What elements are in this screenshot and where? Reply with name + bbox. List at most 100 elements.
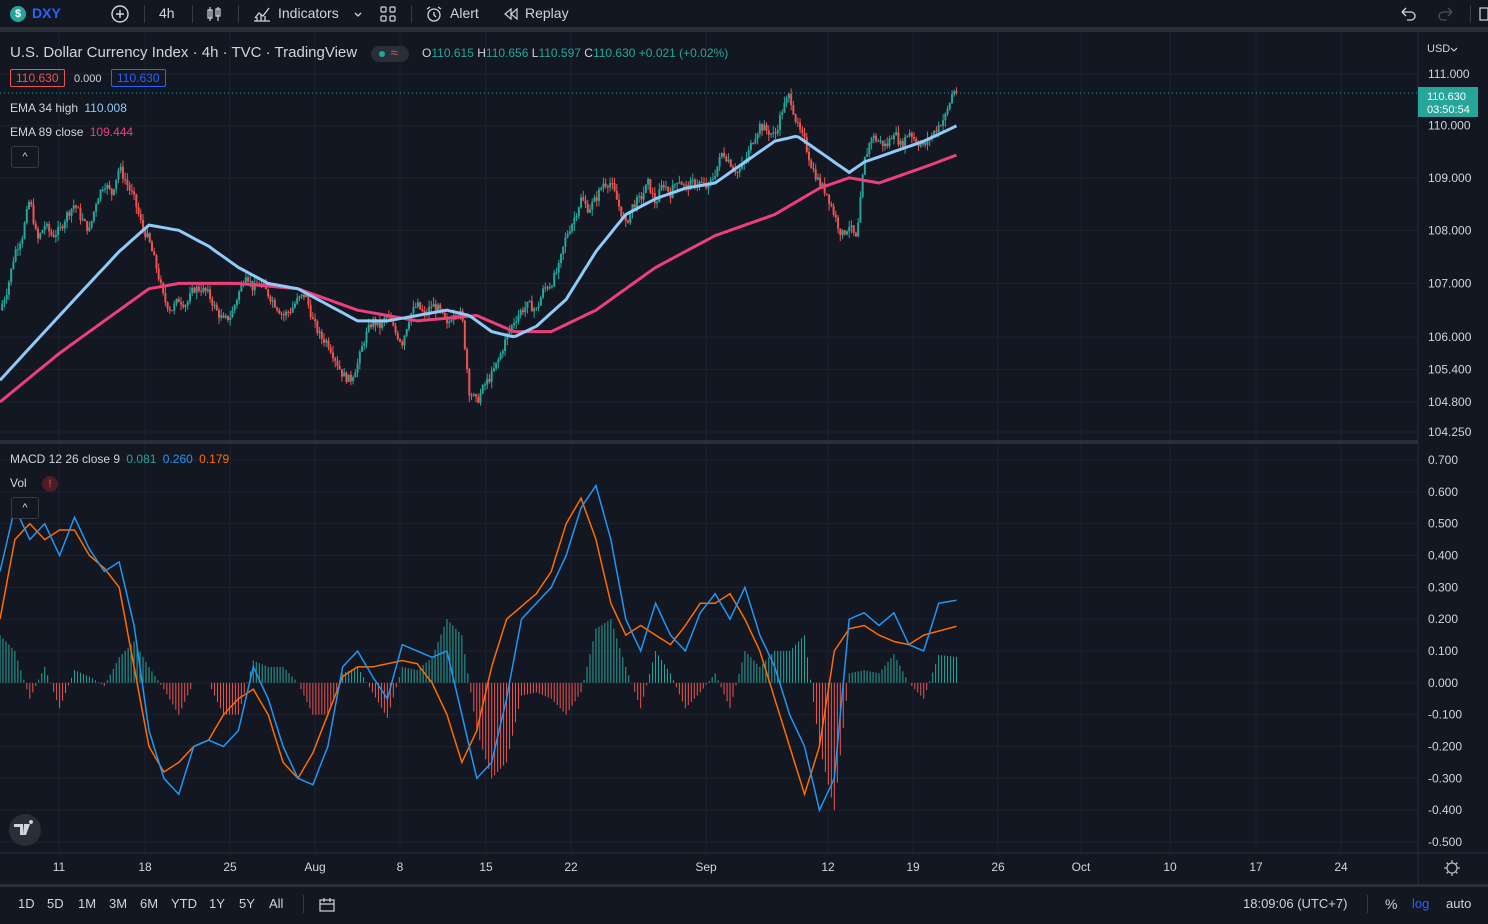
candle-body [877, 140, 880, 142]
candle-body [282, 314, 285, 316]
date-range-button[interactable] [318, 887, 336, 921]
candle-body [921, 143, 924, 145]
candle-body [508, 330, 511, 334]
candle-body [12, 261, 15, 269]
range-button-3m[interactable]: 3M [109, 896, 128, 911]
settings-gear-icon[interactable] [1444, 860, 1460, 876]
macd-axis[interactable]: 0.700 0.600 0.500 0.400 0.300 0.200 0.100 0.000… [1428, 453, 1462, 849]
chart-type-button[interactable] [204, 0, 224, 27]
ema34-legend[interactable]: EMA 34 high 110.008 [10, 101, 127, 115]
ema89-legend[interactable]: EMA 89 close 109.444 [10, 125, 133, 139]
candle-body [644, 184, 647, 194]
replay-label: Replay [525, 5, 569, 21]
market-status-pill[interactable]: ≈ [370, 44, 409, 62]
signal-value: 0.179 [199, 452, 230, 466]
candle-body [852, 225, 855, 233]
price-axis[interactable]: 111.000 110.000 109.000 108.000 107.000 106.0… [1428, 67, 1472, 439]
candle-body [173, 303, 176, 311]
range-button-1d[interactable]: 1D [18, 896, 35, 911]
price-tick-label: 104.250 [1428, 425, 1472, 439]
auto-scale-toggle[interactable]: auto [1446, 896, 1472, 911]
range-button-6m[interactable]: 6M [140, 896, 159, 911]
candle-body [177, 299, 180, 302]
percent-scale-toggle[interactable]: % [1385, 896, 1398, 912]
warning-icon[interactable]: ! [42, 476, 59, 492]
candle-body [70, 208, 73, 216]
fullscreen-button[interactable] [1478, 0, 1488, 27]
candle-body [61, 226, 64, 229]
compare-symbol-button[interactable] [110, 0, 130, 27]
chart-title[interactable]: U.S. Dollar Currency Index · 4h · TVC · … [10, 44, 358, 61]
candle-body [517, 315, 520, 322]
replay-button[interactable]: Replay [503, 0, 569, 27]
candle-body [854, 232, 857, 237]
collapse-legend-button[interactable]: ^ [11, 146, 39, 168]
log-scale-toggle[interactable]: log [1412, 896, 1430, 911]
candle-body [588, 209, 591, 213]
candle-body [182, 304, 185, 307]
chevron-down-icon[interactable] [1450, 47, 1458, 52]
candle-body [358, 351, 361, 364]
alert-button[interactable]: Alert [424, 0, 479, 27]
range-button-ytd[interactable]: YTD [171, 896, 197, 911]
candle-body [495, 362, 498, 369]
candle-body [392, 321, 395, 326]
candle-body [917, 143, 920, 147]
candle-body [271, 300, 274, 302]
currency-selector[interactable]: USD [1427, 43, 1450, 55]
redo-button[interactable] [1436, 0, 1456, 27]
indicators-button[interactable]: Indicators [252, 0, 339, 27]
indicator-templates-dropdown[interactable] [352, 0, 364, 27]
layout-button[interactable] [378, 0, 398, 27]
time-tick-label: Oct [1072, 860, 1091, 874]
candle-body [222, 315, 225, 318]
candle-body [238, 291, 241, 301]
undo-button[interactable] [1398, 0, 1418, 27]
close-value: 110.630 [592, 46, 636, 60]
range-button-5d[interactable]: 5D [47, 896, 64, 911]
candle-body [770, 133, 773, 135]
candle-body [220, 315, 223, 318]
candle-body [727, 159, 730, 162]
range-button-5y[interactable]: 5Y [239, 896, 255, 911]
price-tick-label: 108.000 [1428, 223, 1472, 237]
candle-body [19, 243, 22, 250]
clock-timezone[interactable]: 18:09:06 (UTC+7) [1243, 896, 1348, 911]
range-button-1m[interactable]: 1M [78, 896, 97, 911]
volume-legend[interactable]: Vol ! [10, 476, 59, 492]
collapse-indicator-legend-button[interactable]: ^ [11, 497, 39, 519]
buy-price-button[interactable]: 110.630 [111, 69, 166, 87]
time-tick-label: 24 [1334, 860, 1348, 874]
candle-body [139, 214, 142, 221]
candle-body [951, 94, 954, 104]
candle-body [443, 312, 446, 319]
candle-body [343, 372, 346, 377]
interval-button[interactable]: 4h [159, 0, 175, 27]
candle-body [240, 284, 243, 292]
delayed-data-icon: ≈ [390, 44, 398, 60]
candle-body [300, 294, 303, 297]
candle-body [647, 179, 650, 185]
sell-price-button[interactable]: 110.630 [10, 69, 65, 87]
candle-body [168, 308, 171, 311]
volume-label: Vol [10, 476, 27, 490]
macd-legend[interactable]: MACD 12 26 close 9 0.081 0.260 0.179 [10, 452, 229, 466]
candle-body [287, 311, 290, 313]
time-axis[interactable]: 11 18 25 Aug 8 15 22 Sep 12 19 26 Oct 10 17 24 [53, 860, 1348, 874]
symbol-search[interactable]: $ DXY [10, 0, 61, 27]
candle-body [812, 168, 815, 170]
candle-body [115, 179, 118, 190]
chart-canvas[interactable]: 111.000110.000109.000108.000107.000106.0… [0, 32, 1488, 884]
range-button-all[interactable]: All [269, 896, 284, 911]
candle-body [347, 374, 350, 382]
candle-body [870, 138, 873, 144]
candle-body [296, 297, 299, 304]
range-button-1y[interactable]: 1Y [209, 896, 225, 911]
candle-body [673, 184, 676, 186]
tradingview-logo[interactable] [9, 814, 41, 846]
candle-body [16, 249, 19, 251]
alarm-clock-icon [426, 5, 442, 22]
candle-body [694, 179, 697, 187]
candle-body [186, 301, 189, 306]
candle-body [372, 318, 375, 328]
